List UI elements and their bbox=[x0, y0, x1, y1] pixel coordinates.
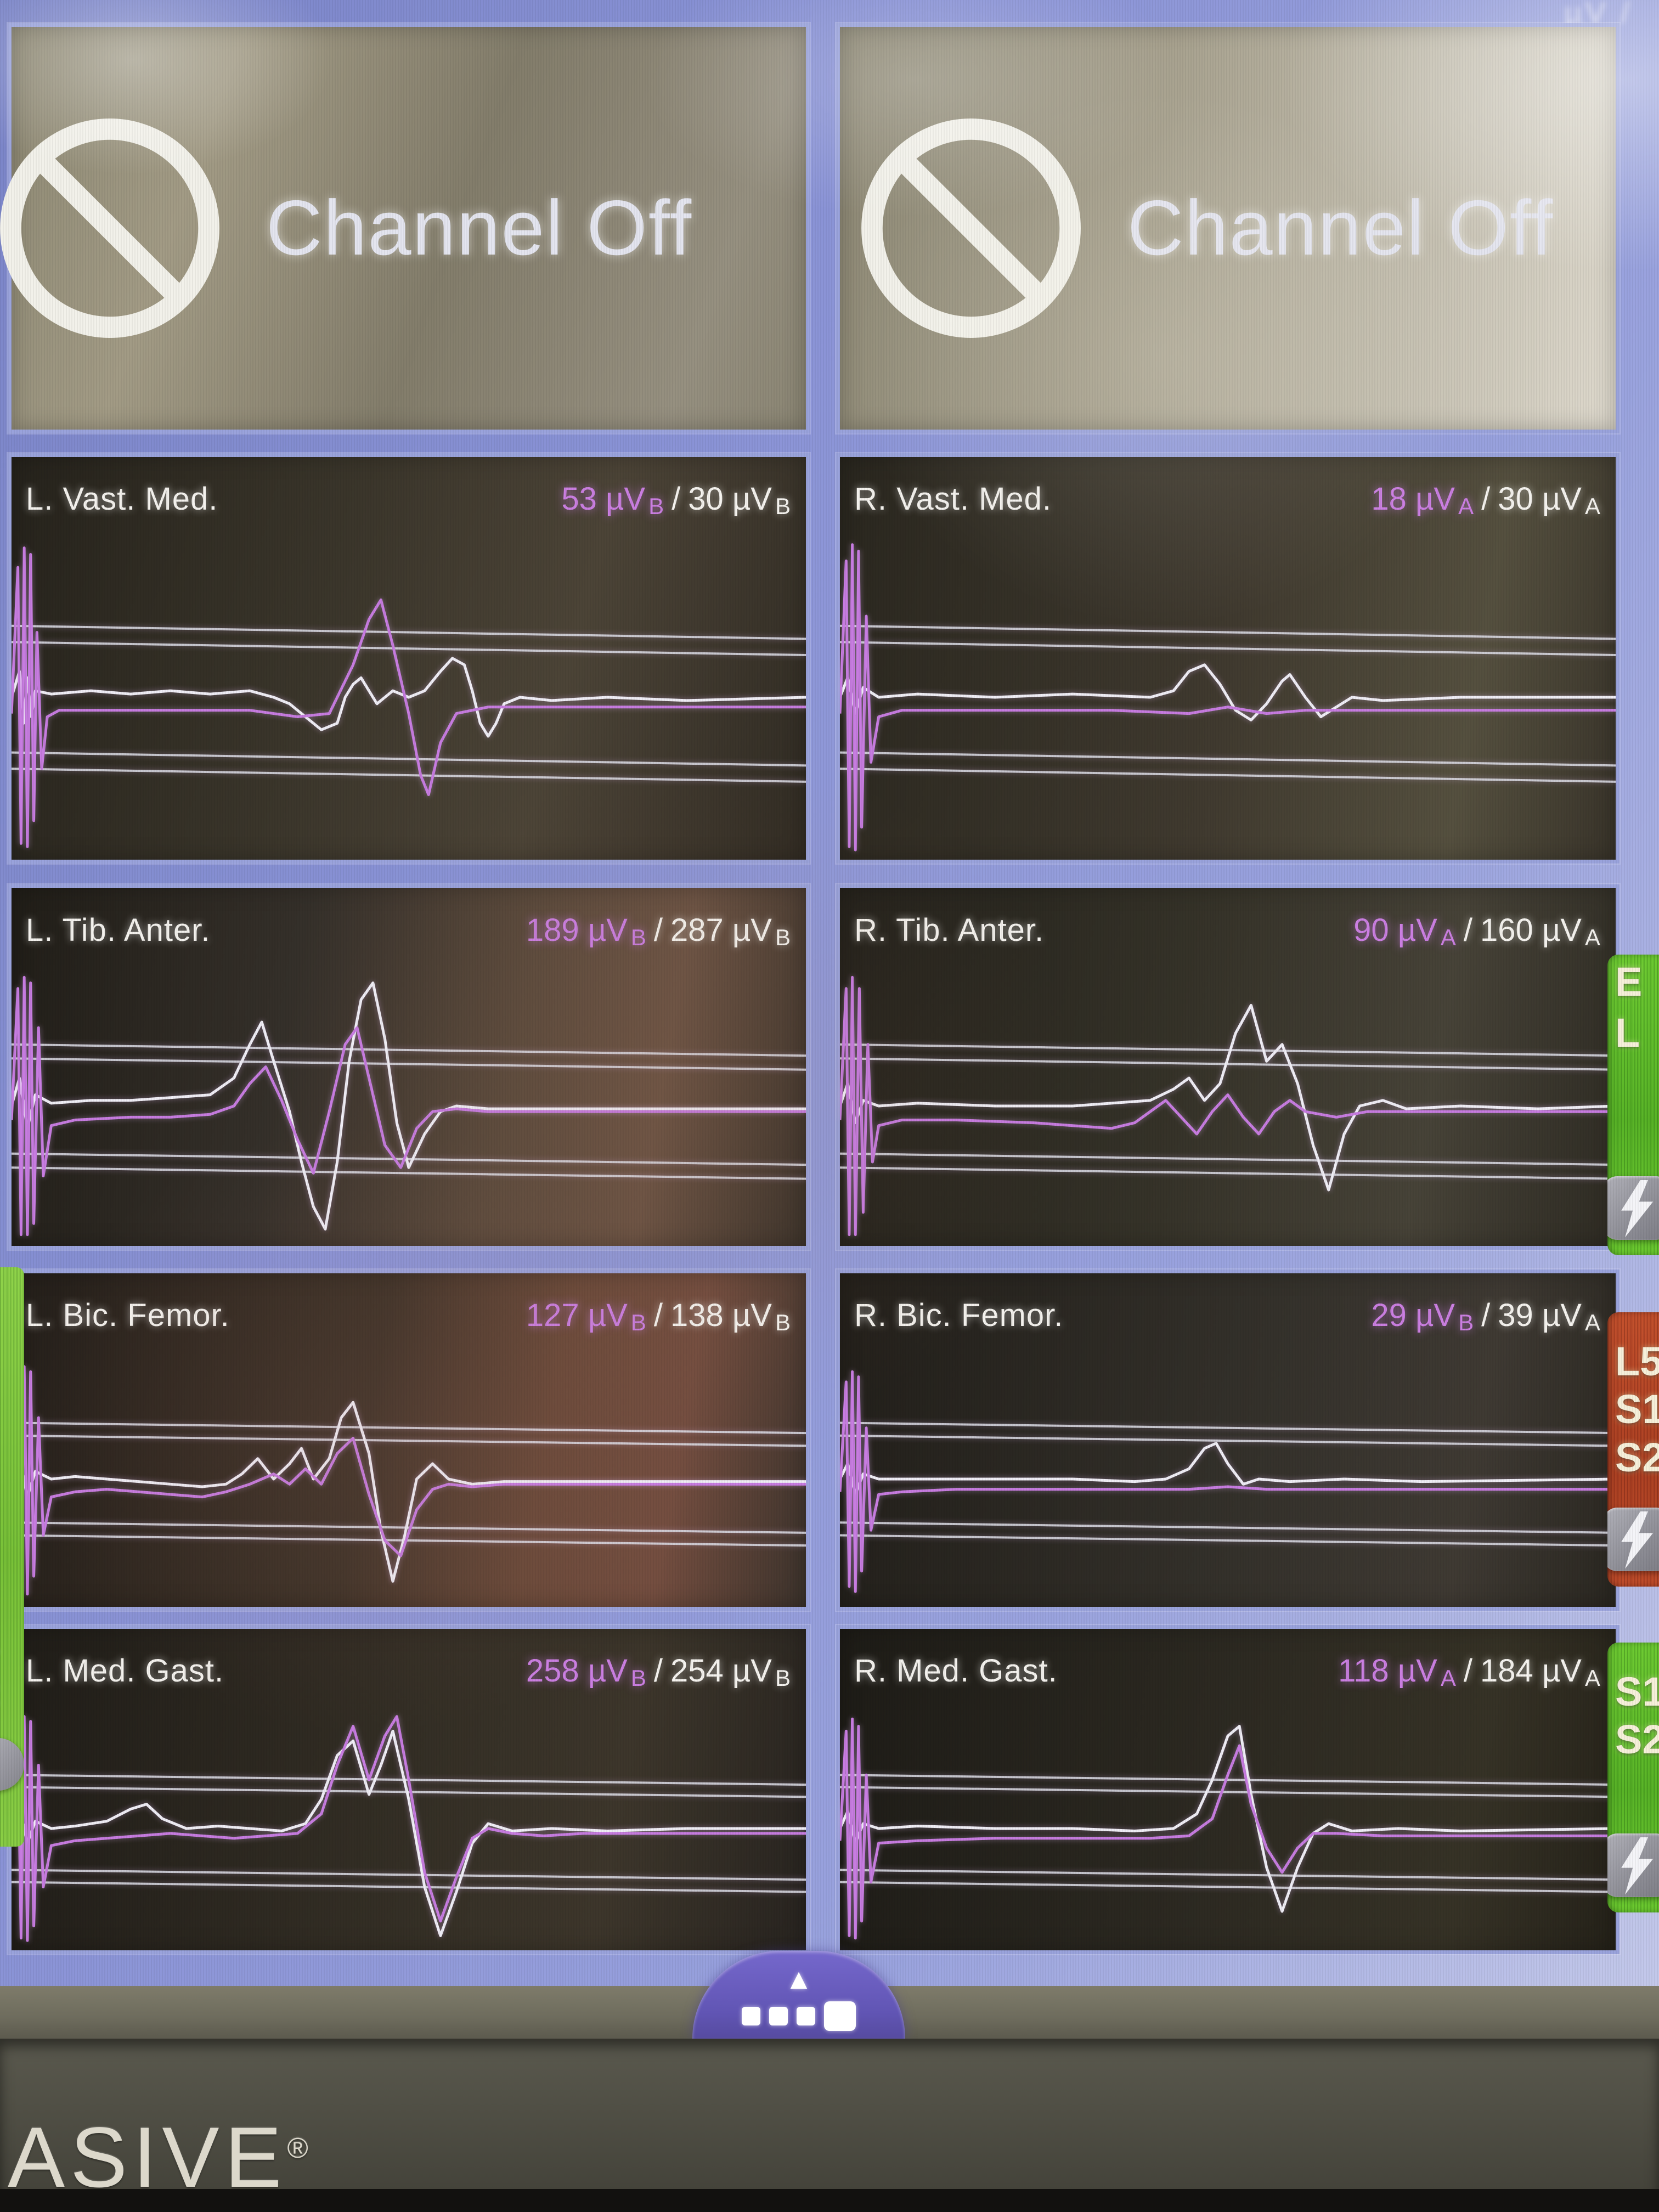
registered-mark: ® bbox=[287, 2132, 308, 2164]
channel-label: R. Med. Gast. bbox=[854, 1652, 1058, 1689]
channel-label: L. Vast. Med. bbox=[26, 481, 218, 517]
stimulate-button[interactable] bbox=[1607, 1176, 1659, 1240]
channel-label: R. Vast. Med. bbox=[854, 481, 1052, 517]
channel-header: R. Tib. Anter. 90 µV A / 160 µV A bbox=[840, 888, 1616, 966]
stim-panel-top[interactable]: E L bbox=[1607, 955, 1659, 1255]
emg-channel-r-vast-med[interactable]: R. Vast. Med. 18 µV A / 30 µV A bbox=[836, 453, 1620, 864]
channel-values: 29 µV B / 39 µV A bbox=[1371, 1297, 1600, 1335]
channel-values: 258 µV B / 254 µV B bbox=[526, 1652, 791, 1691]
chevron-up-icon: ▲ bbox=[785, 1963, 813, 1995]
channel-off-panel-right[interactable]: Channel Off bbox=[836, 23, 1620, 433]
limit-tag: B bbox=[775, 493, 791, 519]
value-separator: / bbox=[653, 912, 663, 948]
emg-waveform bbox=[12, 535, 806, 860]
emg-waveform bbox=[840, 966, 1616, 1246]
channel-header: R. Med. Gast. 118 µV A / 184 µV A bbox=[840, 1629, 1616, 1707]
emg-channel-l-vast-med[interactable]: L. Vast. Med. 53 µV B / 30 µV B bbox=[8, 453, 810, 864]
monitor-screen: µV / Channel Off Channel Off L. Vast. Me… bbox=[0, 0, 1659, 1986]
channel-off-panel-left[interactable]: Channel Off bbox=[0, 23, 810, 433]
emg-channel-l-bic-femor[interactable]: L. Bic. Femor. 127 µV B / 138 µV B bbox=[8, 1269, 810, 1611]
emg-waveform bbox=[12, 966, 806, 1246]
device-bezel: ASIVE® of inn bbox=[0, 2039, 1659, 2212]
channel-label: R. Bic. Femor. bbox=[854, 1297, 1064, 1333]
value-separator: / bbox=[1481, 481, 1491, 517]
nerve-root-label: S1 bbox=[1615, 1669, 1659, 1714]
lightning-icon bbox=[1621, 1511, 1654, 1569]
channel-values: 18 µV A / 30 µV A bbox=[1371, 481, 1600, 519]
lightning-icon bbox=[1621, 1180, 1654, 1238]
stim-panel-s1-s2[interactable]: S1 S2 bbox=[1607, 1643, 1659, 1912]
channel-values: 90 µV A / 160 µV A bbox=[1353, 912, 1600, 950]
channel-values: 189 µV B / 287 µV B bbox=[526, 912, 791, 950]
channel-header: R. Vast. Med. 18 µV A / 30 µV A bbox=[840, 457, 1616, 535]
measured-tag: B bbox=[630, 1309, 646, 1335]
value-separator: / bbox=[653, 1297, 663, 1333]
stimulate-button[interactable] bbox=[1607, 1833, 1659, 1897]
emg-channel-r-tib-anter[interactable]: R. Tib. Anter. 90 µV A / 160 µV A bbox=[836, 884, 1620, 1250]
nerve-root-label: S1 bbox=[1615, 1386, 1659, 1432]
limit-tag: B bbox=[775, 924, 791, 950]
channel-label: L. Med. Gast. bbox=[26, 1652, 224, 1689]
measured-tag: A bbox=[1440, 924, 1456, 950]
measured-tag: B bbox=[630, 924, 646, 950]
emg-waveform bbox=[840, 1351, 1616, 1607]
stimulate-button[interactable] bbox=[1607, 1508, 1659, 1571]
stimulate-button[interactable] bbox=[0, 1738, 24, 1791]
emg-channel-r-med-gast[interactable]: R. Med. Gast. 118 µV A / 184 µV A bbox=[836, 1625, 1620, 1954]
value-separator: / bbox=[653, 1652, 663, 1689]
stim-label-fragment: L bbox=[1615, 1010, 1640, 1056]
channel-label: L. Bic. Femor. bbox=[26, 1297, 230, 1333]
channel-values: 127 µV B / 138 µV B bbox=[526, 1297, 791, 1335]
nerve-root-label: S2 bbox=[1615, 1717, 1659, 1763]
lightning-icon bbox=[1621, 1837, 1654, 1895]
channel-values: 118 µV A / 184 µV A bbox=[1338, 1652, 1600, 1691]
value-separator: / bbox=[1481, 1297, 1491, 1333]
stim-label-fragment: E bbox=[1615, 959, 1643, 1005]
emg-waveform bbox=[12, 1351, 806, 1607]
limit-tag: A bbox=[1584, 924, 1600, 950]
emg-channel-r-bic-femor[interactable]: R. Bic. Femor. 29 µV B / 39 µV A bbox=[836, 1269, 1620, 1611]
limit-tag: B bbox=[775, 1309, 791, 1335]
emg-waveform bbox=[840, 535, 1616, 860]
channel-header: L. Bic. Femor. 127 µV B / 138 µV B bbox=[12, 1273, 806, 1351]
channel-header: L. Vast. Med. 53 µV B / 30 µV B bbox=[12, 457, 806, 535]
emg-channel-l-tib-anter[interactable]: L. Tib. Anter. 189 µV B / 287 µV B bbox=[8, 884, 810, 1250]
channel-header: L. Tib. Anter. 189 µV B / 287 µV B bbox=[12, 888, 806, 966]
drawer-dots bbox=[742, 2001, 856, 2031]
measured-tag: B bbox=[648, 493, 664, 519]
limit-tag: A bbox=[1584, 1309, 1600, 1335]
no-entry-icon bbox=[0, 110, 228, 346]
measured-tag: A bbox=[1440, 1664, 1456, 1691]
nerve-root-label: L5 bbox=[1615, 1339, 1659, 1384]
nerve-root-label: S2 bbox=[1615, 1434, 1659, 1480]
channel-header: R. Bic. Femor. 29 µV B / 39 µV A bbox=[840, 1273, 1616, 1351]
limit-tag: A bbox=[1584, 493, 1600, 519]
stim-panel-l5-s1-s2[interactable]: L5 S1 S2 bbox=[1607, 1312, 1659, 1587]
emg-waveform bbox=[12, 1707, 806, 1950]
emg-waveform bbox=[840, 1707, 1616, 1950]
channel-label: R. Tib. Anter. bbox=[854, 912, 1045, 948]
limit-tag: A bbox=[1584, 1664, 1600, 1691]
bezel-edge bbox=[0, 2189, 1659, 2212]
channel-header: L. Med. Gast. 258 µV B / 254 µV B bbox=[12, 1629, 806, 1707]
measured-tag: B bbox=[630, 1664, 646, 1691]
value-separator: / bbox=[1463, 912, 1472, 948]
channel-off-label: Channel Off bbox=[266, 184, 693, 272]
measured-tag: A bbox=[1458, 493, 1474, 519]
stim-panel-left-clipped[interactable]: 1 2 bbox=[0, 1267, 24, 1847]
value-separator: / bbox=[672, 481, 681, 517]
value-separator: / bbox=[1463, 1652, 1472, 1689]
emg-channel-l-med-gast[interactable]: L. Med. Gast. 258 µV B / 254 µV B bbox=[8, 1625, 810, 1954]
channel-values: 53 µV B / 30 µV B bbox=[561, 481, 791, 519]
channel-label: L. Tib. Anter. bbox=[26, 912, 211, 948]
no-entry-icon bbox=[853, 110, 1089, 346]
limit-tag: B bbox=[775, 1664, 791, 1691]
channel-off-label: Channel Off bbox=[1127, 184, 1554, 272]
measured-tag: B bbox=[1458, 1309, 1474, 1335]
